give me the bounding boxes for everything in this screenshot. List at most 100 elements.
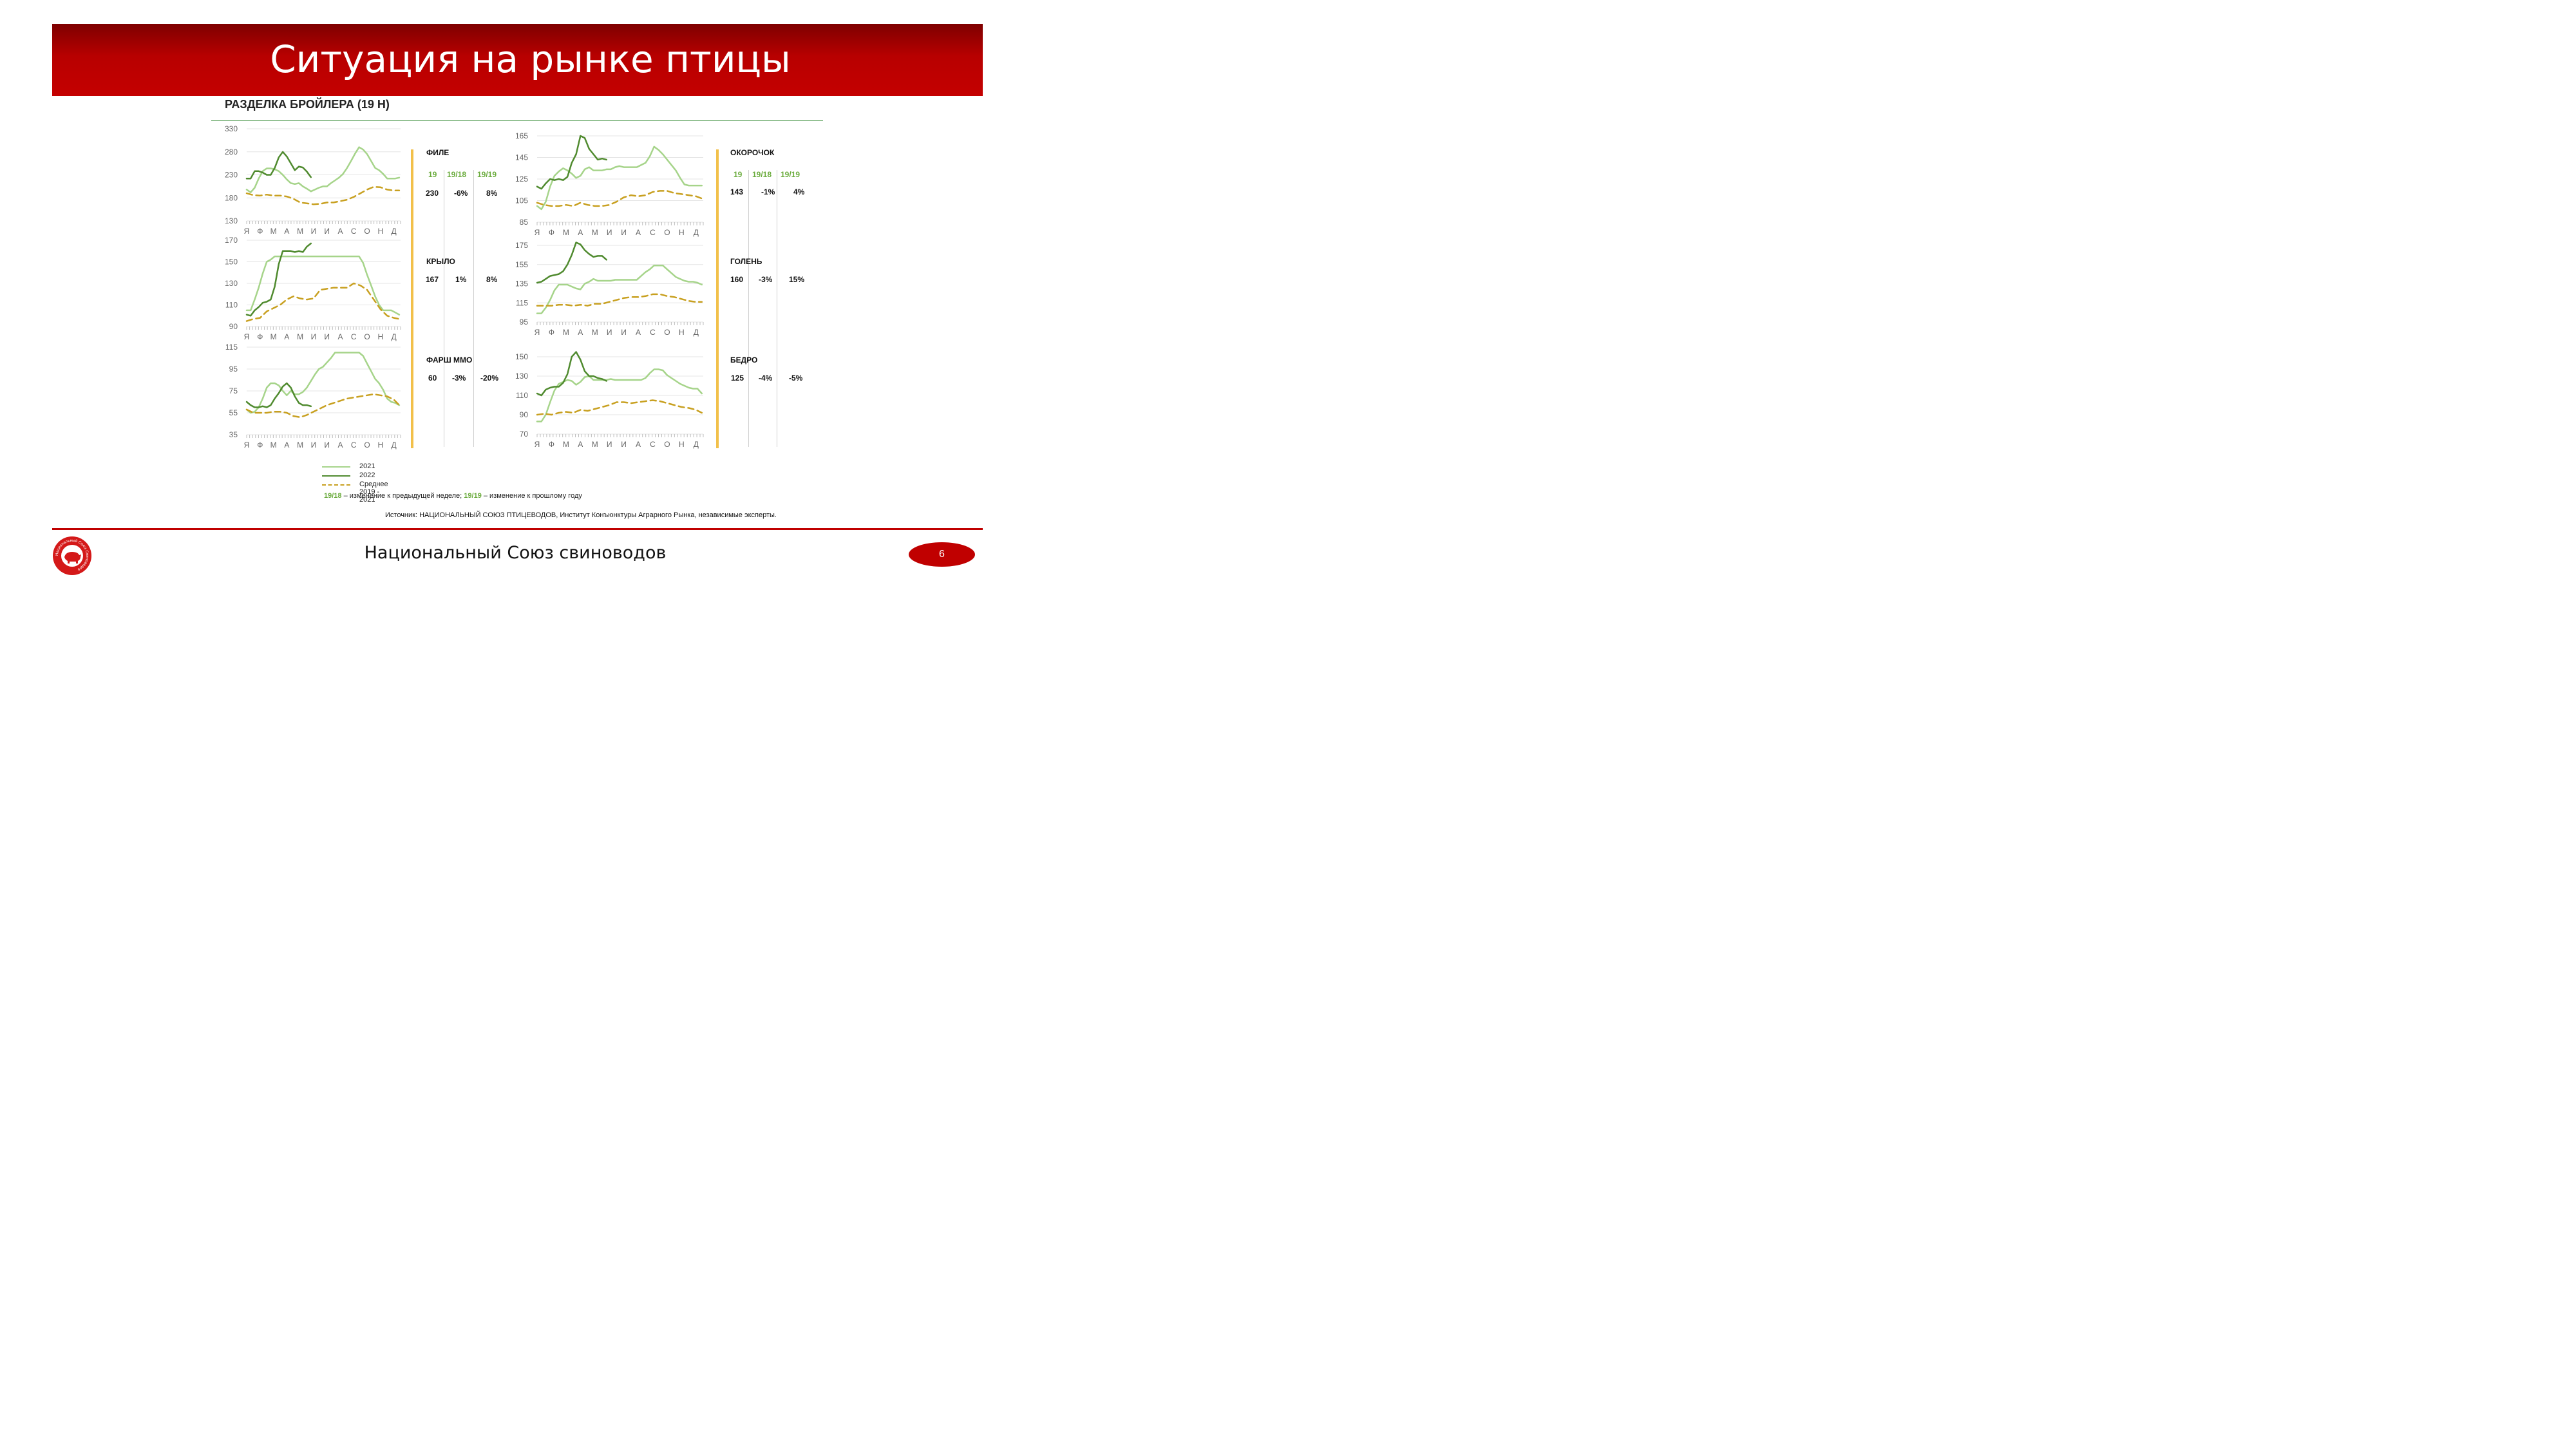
month-label: И xyxy=(324,332,330,341)
month-label: Ф xyxy=(549,228,554,237)
month-label: О xyxy=(364,227,370,236)
month-label: А xyxy=(578,440,583,449)
month-label: Н xyxy=(679,328,685,337)
month-label: С xyxy=(650,440,656,449)
y-tick-label: 95 xyxy=(229,365,238,374)
stat-year-change: 4% xyxy=(793,187,805,196)
month-label: И xyxy=(311,440,317,450)
month-label: А xyxy=(578,228,583,237)
stat-week-change: -6% xyxy=(454,189,468,198)
stats-header-year: 19/19 xyxy=(781,170,800,179)
y-tick-label: 95 xyxy=(520,317,529,327)
month-label: Я xyxy=(535,328,540,337)
month-label: М xyxy=(270,440,277,450)
month-label: И xyxy=(607,228,612,237)
month-label: Ф xyxy=(257,227,263,236)
y-tick-label: 230 xyxy=(225,171,238,180)
month-label: С xyxy=(351,227,357,236)
month-label: М xyxy=(563,328,569,337)
y-tick-label: 130 xyxy=(225,216,238,225)
month-label: А xyxy=(636,328,641,337)
month-label: М xyxy=(563,228,569,237)
legend-swatch-average xyxy=(322,484,350,486)
legend-label: 2022 xyxy=(359,471,375,479)
y-tick-label: 110 xyxy=(225,301,238,310)
series-line-2021 xyxy=(536,146,703,211)
month-label: Я xyxy=(535,228,540,237)
chart-subtitle: РАЗДЕЛКА БРОЙЛЕРА (19 Н) xyxy=(225,98,390,111)
y-tick-label: 55 xyxy=(229,408,238,417)
stat-price: 160 xyxy=(730,275,744,284)
stat-year-change: 15% xyxy=(789,275,805,284)
month-label: А xyxy=(284,440,289,450)
product-label: КРЫЛО xyxy=(426,257,455,266)
month-label: А xyxy=(337,332,343,341)
y-tick-label: 75 xyxy=(229,386,238,395)
series-line-2022 xyxy=(245,382,312,408)
month-label: О xyxy=(664,440,670,449)
month-label: И xyxy=(621,440,627,449)
month-label: М xyxy=(270,227,277,236)
stats-header-19: 19 xyxy=(428,170,437,179)
y-tick-label: 330 xyxy=(225,124,238,133)
y-tick-label: 110 xyxy=(516,391,528,400)
month-label: А xyxy=(337,227,343,236)
month-label: И xyxy=(324,227,330,236)
stats-header-year: 19/19 xyxy=(477,170,497,179)
y-tick-label: 70 xyxy=(520,430,529,439)
month-label: И xyxy=(621,228,627,237)
y-tick-label: 150 xyxy=(515,352,528,361)
y-tick-label: 155 xyxy=(515,260,528,269)
stat-price: 230 xyxy=(426,189,439,198)
month-label: М xyxy=(297,332,303,341)
series-line-avg xyxy=(245,393,401,419)
stat-year-change: -20% xyxy=(480,374,499,383)
series-line-avg xyxy=(245,185,401,205)
stats-header-19: 19 xyxy=(734,170,743,179)
stat-price: 143 xyxy=(730,187,744,196)
month-label: Н xyxy=(679,440,685,449)
stats-divider xyxy=(748,170,749,447)
month-label: О xyxy=(364,440,370,450)
y-tick-label: 35 xyxy=(229,430,238,439)
footer-divider xyxy=(52,528,983,530)
note-text-week: – изменение к предыдущей неделе; xyxy=(341,492,464,500)
series-line-2021 xyxy=(245,352,401,414)
stat-week-change: 1% xyxy=(455,275,467,284)
y-tick-label: 135 xyxy=(515,279,528,289)
month-label: М xyxy=(297,227,303,236)
stat-year-change: 8% xyxy=(486,189,498,198)
month-label: С xyxy=(351,440,357,450)
product-label: ФИЛЕ xyxy=(426,148,450,157)
legend-note: 19/18 – изменение к предыдущей неделе; 1… xyxy=(324,492,582,500)
month-label: Д xyxy=(392,332,397,341)
y-tick-label: 130 xyxy=(515,372,528,381)
series-line-avg xyxy=(536,293,703,307)
product-label: БЕДРО xyxy=(730,355,758,365)
note-key-year: 19/19 xyxy=(464,492,482,500)
product-label: ФАРШ ММО xyxy=(426,355,473,365)
y-tick-label: 90 xyxy=(520,410,529,419)
note-text-year: – изменение к прошлому году xyxy=(481,492,582,500)
separator-right xyxy=(716,149,719,448)
month-label: Д xyxy=(694,328,699,337)
y-tick-label: 145 xyxy=(515,153,528,162)
stat-year-change: -5% xyxy=(789,374,803,383)
month-label: А xyxy=(636,440,641,449)
month-label: И xyxy=(311,227,317,236)
stat-price: 167 xyxy=(426,275,439,284)
series-line-avg xyxy=(536,399,703,416)
stat-price: 125 xyxy=(731,374,744,383)
stat-week-change: -1% xyxy=(761,187,775,196)
y-tick-label: 90 xyxy=(229,322,238,331)
series-line-2022 xyxy=(536,242,607,284)
legend-label: 2021 xyxy=(359,462,375,470)
stats-divider xyxy=(473,170,474,447)
month-label: Ф xyxy=(549,328,554,337)
month-label: Н xyxy=(377,332,383,341)
month-label: Я xyxy=(244,332,250,341)
